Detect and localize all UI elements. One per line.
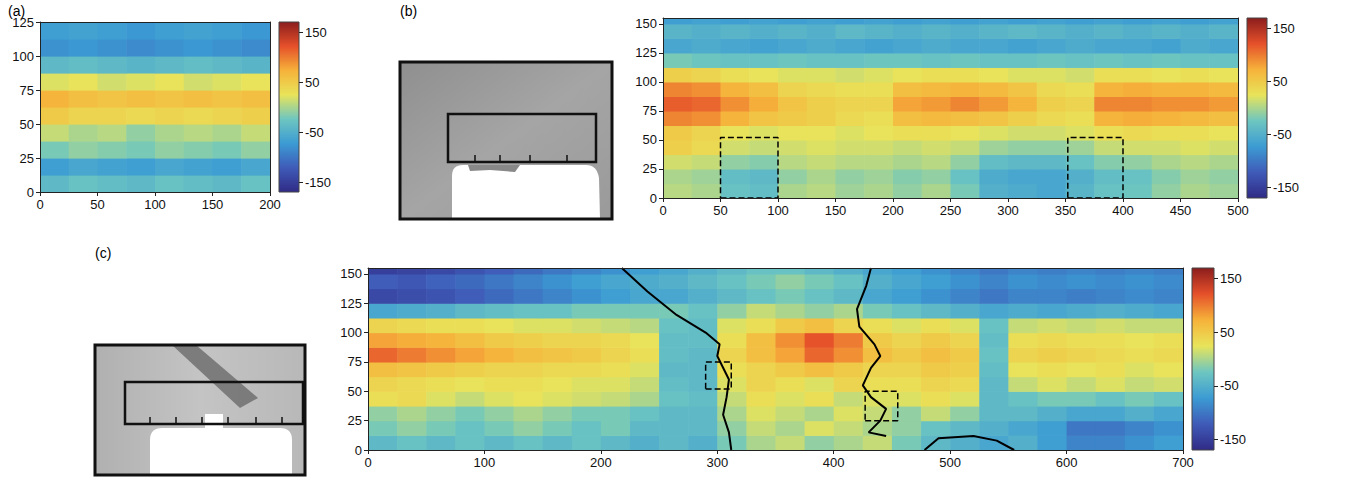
svg-text:150: 150 xyxy=(635,16,657,31)
svg-text:150: 150 xyxy=(825,203,847,218)
svg-text:700: 700 xyxy=(1172,455,1194,470)
svg-text:250: 250 xyxy=(940,203,962,218)
svg-text:50: 50 xyxy=(305,75,319,90)
svg-text:-50: -50 xyxy=(1220,378,1239,393)
svg-text:400: 400 xyxy=(1112,203,1134,218)
svg-text:50: 50 xyxy=(713,203,727,218)
svg-text:150: 150 xyxy=(1220,271,1242,286)
svg-text:0: 0 xyxy=(650,191,657,206)
svg-text:(c): (c) xyxy=(95,245,111,261)
svg-text:125: 125 xyxy=(635,45,657,60)
svg-text:25: 25 xyxy=(643,161,657,176)
svg-text:25: 25 xyxy=(348,413,362,428)
svg-text:200: 200 xyxy=(259,197,281,212)
svg-text:100: 100 xyxy=(12,49,34,64)
svg-text:200: 200 xyxy=(882,203,904,218)
svg-text:450: 450 xyxy=(1170,203,1192,218)
svg-text:75: 75 xyxy=(643,103,657,118)
svg-text:0: 0 xyxy=(364,455,371,470)
svg-text:-50: -50 xyxy=(305,125,324,140)
svg-text:125: 125 xyxy=(340,296,362,311)
svg-text:50: 50 xyxy=(1220,325,1234,340)
svg-text:(b): (b) xyxy=(400,3,417,19)
svg-text:50: 50 xyxy=(643,132,657,147)
svg-text:400: 400 xyxy=(823,455,845,470)
svg-text:350: 350 xyxy=(1055,203,1077,218)
svg-text:50: 50 xyxy=(20,117,34,132)
svg-text:0: 0 xyxy=(27,185,34,200)
svg-text:0: 0 xyxy=(355,443,362,458)
svg-text:-150: -150 xyxy=(1273,180,1299,195)
svg-text:0: 0 xyxy=(36,197,43,212)
svg-text:75: 75 xyxy=(20,83,34,98)
svg-text:100: 100 xyxy=(474,455,496,470)
svg-text:25: 25 xyxy=(20,151,34,166)
svg-text:600: 600 xyxy=(1056,455,1078,470)
svg-text:50: 50 xyxy=(90,197,104,212)
svg-text:150: 150 xyxy=(340,266,362,281)
svg-text:500: 500 xyxy=(1227,203,1249,218)
svg-text:50: 50 xyxy=(348,384,362,399)
svg-text:125: 125 xyxy=(12,15,34,30)
svg-text:300: 300 xyxy=(706,455,728,470)
svg-text:100: 100 xyxy=(340,325,362,340)
svg-text:-150: -150 xyxy=(305,175,331,190)
svg-text:200: 200 xyxy=(590,455,612,470)
svg-text:500: 500 xyxy=(939,455,961,470)
svg-text:300: 300 xyxy=(997,203,1019,218)
svg-text:150: 150 xyxy=(202,197,224,212)
svg-text:100: 100 xyxy=(144,197,166,212)
svg-text:(a): (a) xyxy=(8,3,26,19)
svg-text:150: 150 xyxy=(1273,21,1295,36)
svg-text:0: 0 xyxy=(659,203,666,218)
svg-text:100: 100 xyxy=(767,203,789,218)
svg-text:150: 150 xyxy=(305,25,327,40)
svg-text:100: 100 xyxy=(635,74,657,89)
svg-text:50: 50 xyxy=(1273,74,1287,89)
svg-text:-50: -50 xyxy=(1273,127,1292,142)
svg-text:75: 75 xyxy=(348,354,362,369)
svg-text:-150: -150 xyxy=(1220,432,1246,447)
